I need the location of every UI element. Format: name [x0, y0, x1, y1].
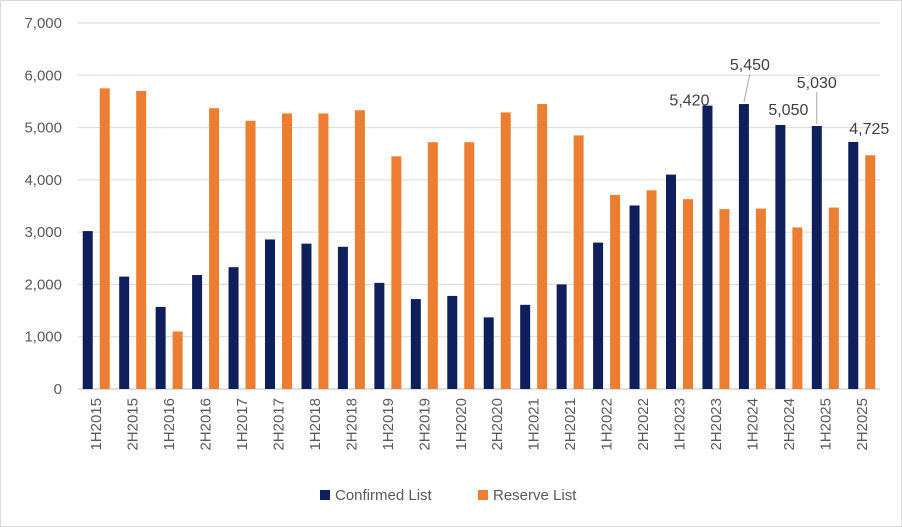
x-tick-label: 1H2021 [526, 398, 543, 451]
x-tick-label: 2H2017 [271, 398, 288, 451]
data-labels: 5,420 5,450 5,050 5,030 4,725 [669, 57, 889, 138]
bar-reserve-list-2H2019 [427, 142, 438, 389]
bar-reserve-list-1H2022 [610, 195, 621, 389]
data-label: 5,450 [730, 57, 770, 74]
y-tick-label: 5,000 [24, 120, 62, 137]
bar-reserve-list-1H2020 [464, 142, 475, 389]
x-tick-label: 2H2021 [562, 398, 579, 451]
bar-confirmed-list-2H2021 [556, 284, 567, 389]
bar-confirmed-list-2H2019 [410, 299, 421, 389]
legend-swatch-confirmed-list [320, 490, 330, 500]
x-tick-label: 2H2018 [343, 398, 360, 451]
x-tick-label: 2H2015 [125, 398, 142, 451]
data-label-leader-line [743, 73, 751, 103]
bar-reserve-list-1H2017 [245, 120, 256, 389]
data-label: 4,725 [849, 121, 889, 138]
bar-reserve-list-2H2024 [792, 227, 803, 389]
x-tick-label: 2H2024 [781, 398, 798, 451]
bar-confirmed-list-2H2025 [848, 141, 859, 389]
bar-confirmed-list-1H2015 [82, 231, 93, 389]
bar-confirmed-list-2H2022 [629, 205, 640, 389]
bar-confirmed-list-1H2024 [738, 104, 749, 390]
bar-confirmed-list-2H2016 [192, 275, 203, 389]
x-tick-label: 1H2022 [599, 398, 616, 451]
bar-reserve-list-1H2016 [172, 331, 183, 389]
bar-confirmed-list-1H2016 [155, 306, 166, 389]
bar-confirmed-list-1H2019 [374, 282, 385, 389]
x-tick-label: 1H2016 [161, 398, 178, 451]
x-axis-tick-labels: 1H2015 2H2015 1H2016 2H2016 1H2017 2H2017 1H20… [88, 398, 871, 451]
x-tick-label: 1H2017 [234, 398, 251, 451]
bar-confirmed-list-2H2017 [265, 239, 275, 389]
bar-reserve-list-1H2023 [683, 199, 693, 389]
legend: Confirmed List Reserve List [320, 487, 577, 504]
legend-label: Confirmed List [335, 487, 433, 504]
bar-reserve-list-1H2019 [391, 156, 402, 389]
x-tick-label: 1H2018 [307, 398, 324, 451]
bar-confirmed-list-1H2022 [593, 242, 604, 389]
x-tick-label: 2H2025 [854, 398, 871, 451]
x-tick-label: 1H2020 [453, 398, 470, 451]
bar-confirmed-list-2H2023 [702, 105, 713, 390]
bar-confirmed-list-1H2018 [301, 243, 312, 389]
bar-reserve-list-1H2021 [537, 104, 548, 390]
x-tick-label: 2H2023 [708, 398, 725, 451]
y-tick-label: 0 [54, 381, 62, 398]
bar-reserve-list-2H2020 [500, 112, 511, 389]
legend-swatch-reserve-list [478, 490, 488, 500]
bar-reserve-list-2H2025 [865, 155, 876, 389]
bar-confirmed-list-2H2024 [775, 124, 786, 389]
bar-reserve-list-2H2018 [354, 110, 365, 390]
x-tick-label: 1H2024 [744, 398, 761, 451]
data-label: 5,050 [768, 102, 808, 119]
bar-confirmed-list-2H2015 [119, 276, 130, 389]
bar-reserve-list-2H2021 [573, 135, 584, 389]
x-tick-label: 2H2019 [416, 398, 433, 451]
y-tick-label: 2,000 [24, 276, 62, 293]
bar-confirmed-list-1H2021 [520, 304, 531, 389]
y-tick-label: 3,000 [24, 224, 62, 241]
bar-confirmed-list-1H2025 [811, 126, 822, 389]
bar-confirmed-list-2H2018 [337, 246, 348, 389]
bar-reserve-list-2H2017 [282, 113, 292, 389]
bars [82, 88, 876, 390]
bar-reserve-list-2H2022 [646, 190, 657, 389]
x-tick-label: 1H2023 [672, 398, 689, 451]
bar-reserve-list-1H2025 [828, 207, 839, 389]
bar-reserve-list-2H2016 [209, 108, 220, 390]
data-label: 5,420 [669, 93, 709, 110]
x-tick-label: 1H2015 [88, 398, 105, 451]
legend-label: Reserve List [493, 487, 577, 504]
bar-reserve-list-1H2024 [755, 208, 766, 389]
data-label: 5,030 [797, 75, 837, 92]
y-axis-tick-labels: 0 1,000 2,000 3,000 4,000 5,000 6,000 7,000 [24, 15, 62, 398]
bar-reserve-list-2H2023 [719, 209, 730, 389]
bar-confirmed-list-2H2020 [483, 317, 494, 389]
y-tick-label: 6,000 [24, 67, 62, 84]
bar-reserve-list-2H2015 [136, 90, 147, 389]
bar-reserve-list-1H2018 [318, 113, 329, 389]
y-tick-label: 1,000 [24, 329, 62, 346]
y-tick-label: 4,000 [24, 172, 62, 189]
x-tick-label: 2H2022 [635, 398, 652, 451]
bar-confirmed-list-1H2017 [228, 267, 239, 389]
bar-confirmed-list-1H2020 [447, 295, 458, 389]
x-tick-label: 2H2016 [198, 398, 215, 451]
x-tick-label: 1H2019 [380, 398, 397, 451]
bar-reserve-list-1H2015 [99, 88, 110, 389]
bar-confirmed-list-1H2023 [666, 174, 676, 389]
x-tick-label: 2H2020 [489, 398, 506, 451]
x-tick-label: 1H2025 [817, 398, 834, 451]
y-tick-label: 7,000 [24, 15, 62, 32]
